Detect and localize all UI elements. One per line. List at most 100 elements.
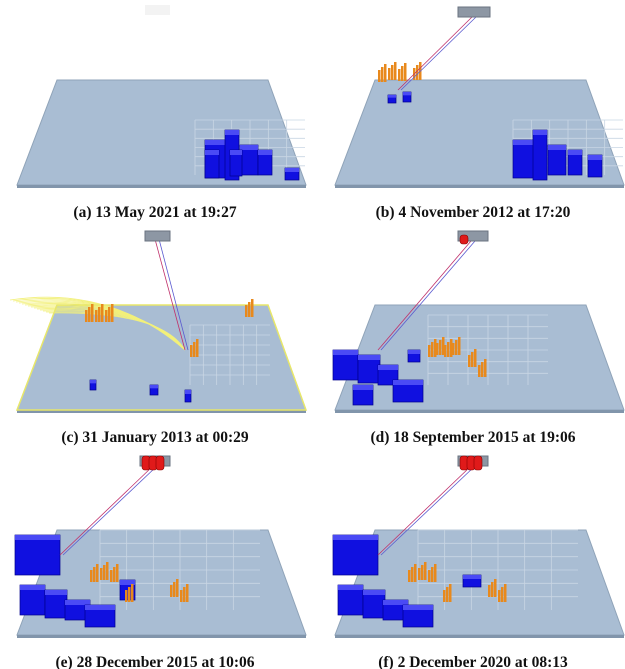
building-top [230, 150, 242, 155]
building-top [85, 605, 115, 610]
building-top [383, 600, 408, 605]
building-small [446, 587, 449, 602]
building-top [240, 145, 258, 150]
building-small [404, 63, 407, 81]
building-top [338, 585, 363, 590]
building-top [15, 535, 60, 540]
link-line [62, 465, 158, 556]
building-small [248, 302, 251, 317]
building-top [403, 92, 411, 96]
building-small [95, 310, 98, 322]
building-small [471, 352, 474, 367]
building-small [398, 69, 401, 81]
trace-line [39, 309, 186, 351]
building-small [131, 584, 134, 602]
building-small [190, 345, 193, 357]
building-small [498, 590, 501, 602]
building-small [101, 304, 104, 322]
building-top [463, 575, 481, 579]
building-small [85, 310, 88, 322]
building-small [418, 568, 421, 580]
building-small [193, 342, 196, 357]
building-top [205, 150, 219, 155]
building-small [113, 567, 116, 582]
building-small [381, 67, 384, 82]
building-top [353, 385, 373, 390]
building-small [103, 565, 106, 580]
building-small [434, 564, 437, 582]
building-small [98, 307, 101, 322]
building-top [45, 590, 67, 595]
building-top [548, 145, 566, 150]
building-top [408, 350, 420, 354]
building-small [478, 365, 481, 377]
panel: (d) 18 September 2015 at 19:06 [332, 230, 625, 446]
panel: (f) 2 December 2020 at 08:13 [332, 455, 625, 669]
building-small [450, 339, 453, 357]
building-small [442, 337, 445, 355]
building [532, 129, 548, 181]
building-small [439, 340, 442, 355]
building-small [100, 568, 103, 580]
link-line [159, 240, 189, 351]
building-small [378, 70, 381, 82]
origin-box [144, 230, 171, 242]
building-small [452, 343, 455, 355]
link-line [155, 240, 186, 351]
trace-line [45, 311, 186, 351]
origin-cylinder [459, 234, 469, 245]
building-small [106, 562, 109, 580]
building-small [504, 584, 507, 602]
building-small [180, 590, 183, 602]
building-small [183, 587, 186, 602]
ground-edge [335, 635, 624, 638]
building [512, 139, 536, 179]
building-small [455, 340, 458, 355]
building-top [258, 150, 272, 155]
origin-box [457, 6, 491, 18]
blank-box [145, 5, 170, 15]
caption: (a) 13 May 2021 at 19:27 [73, 204, 236, 221]
origin-box [457, 230, 489, 242]
building-top [568, 150, 582, 155]
building-small [170, 585, 173, 597]
building-small [408, 570, 411, 582]
building-top [90, 380, 96, 384]
building-small [434, 339, 437, 357]
caption: (e) 28 December 2015 at 10:06 [56, 654, 255, 669]
building-top [393, 380, 423, 385]
link-line [397, 16, 473, 91]
building-small [491, 582, 494, 597]
building-top [225, 130, 239, 135]
building-small [384, 64, 387, 82]
building-small [173, 582, 176, 597]
building-top [533, 130, 547, 135]
link-line [380, 465, 476, 556]
building-small [245, 305, 248, 317]
building-small [501, 587, 504, 602]
building-small [388, 68, 391, 80]
trace-line [48, 312, 186, 351]
building-small [394, 62, 397, 80]
building-small [111, 304, 114, 322]
caption: (f) 2 December 2020 at 08:13 [378, 654, 568, 669]
building-small [108, 307, 111, 322]
building-top [65, 600, 90, 605]
building-small [481, 362, 484, 377]
trace-line [42, 310, 186, 351]
building-small [411, 567, 414, 582]
building-small [110, 570, 113, 582]
link-line [377, 240, 472, 351]
building-small [449, 584, 452, 602]
building-top [185, 390, 191, 394]
building-top [513, 140, 535, 145]
caption: (d) 18 September 2015 at 19:06 [370, 429, 575, 446]
building-top [20, 585, 45, 590]
caption: (c) 31 January 2013 at 00:29 [61, 429, 249, 446]
building-small [90, 570, 93, 582]
building-small [428, 345, 431, 357]
building-top [285, 168, 299, 172]
building-small [93, 567, 96, 582]
ground-edge [17, 185, 306, 188]
panel: (e) 28 December 2015 at 10:06 [14, 455, 307, 669]
